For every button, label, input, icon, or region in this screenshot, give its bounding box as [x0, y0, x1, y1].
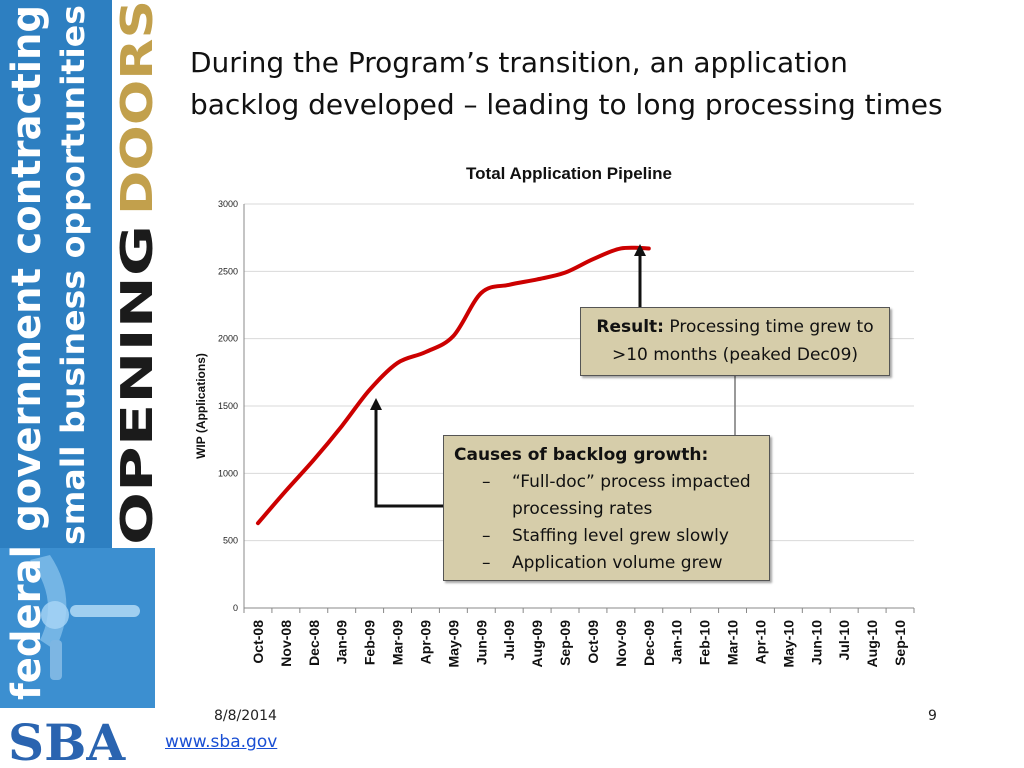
result-text: Processing time grew to >10 months (peak… — [611, 317, 874, 365]
x-tick-label: Jan-10 — [669, 620, 685, 665]
title-line-1: During the Program’s transition, an appl… — [190, 46, 848, 79]
x-tick-label: Jan-09 — [334, 620, 350, 665]
title-line-2: backlog developed – leading to long proc… — [190, 88, 943, 121]
chart-title: Total Application Pipeline — [466, 164, 672, 183]
x-tick-label: Feb-09 — [362, 620, 378, 665]
x-tick-label: Feb-10 — [697, 620, 713, 665]
y-tick-label: 0 — [233, 603, 238, 613]
sba-logo: SBA — [8, 713, 126, 768]
pipeline-chart: Total Application Pipeline 0 500 1000 1500 20… — [194, 164, 915, 668]
causes-callout: Causes of backlog growth: “Full-doc” pro… — [443, 435, 770, 581]
branding-graphic: SBA federal government contracting small… — [0, 0, 155, 768]
x-tick-label: May-09 — [445, 620, 461, 668]
y-tick-label: 2000 — [218, 334, 238, 344]
slide-title: During the Program’s transition, an appl… — [190, 42, 990, 126]
x-tick-label: Nov-08 — [278, 620, 294, 667]
result-callout: Result: Processing time grew to >10 mont… — [580, 307, 890, 376]
x-tick-label: Jun-10 — [808, 620, 824, 665]
cause-item: “Full-doc” process impacted processing r… — [482, 469, 769, 523]
y-tick-label: 500 — [223, 536, 238, 546]
x-tick-label: Jun-09 — [473, 620, 489, 665]
cause-item: Application volume grew — [482, 550, 769, 577]
tagline-small-business: small business opportunities — [54, 5, 92, 545]
x-tick-label: Aug-10 — [864, 620, 880, 668]
x-tick-label: Jul-09 — [501, 620, 517, 661]
x-tick-label: Jul-10 — [836, 620, 852, 661]
y-tick-label: 1000 — [218, 468, 238, 478]
opening-word: OPENING — [112, 225, 155, 545]
x-tick-label: Apr-09 — [417, 620, 433, 665]
branding-band: SBA federal government contracting small… — [0, 0, 155, 768]
door-handle-image — [0, 548, 155, 708]
page-number: 9 — [928, 708, 937, 724]
causes-list: “Full-doc” process impacted processing r… — [444, 469, 769, 577]
sba-website-link[interactable]: www.sba.gov — [165, 732, 278, 752]
x-tick-label: Nov-09 — [613, 620, 629, 667]
tagline-federal: federal government contracting — [4, 5, 50, 700]
y-tick-label: 3000 — [218, 199, 238, 209]
y-tick-label: 1500 — [218, 401, 238, 411]
x-tick-label: Oct-09 — [585, 620, 601, 664]
x-tick-label: Sep-10 — [892, 620, 908, 666]
x-tick-label: Dec-09 — [641, 620, 657, 666]
x-tick-label: Mar-10 — [725, 620, 741, 665]
x-tick-label: May-10 — [780, 620, 796, 668]
x-tick-label: Dec-08 — [306, 620, 322, 666]
result-label: Result: — [596, 317, 664, 337]
x-tick-label: Apr-10 — [752, 620, 768, 665]
footer-date: 8/8/2014 — [214, 708, 277, 724]
x-tick-label: Aug-09 — [529, 620, 545, 668]
x-tick-label: Oct-08 — [250, 620, 266, 664]
y-axis-label: WIP (Applications) — [194, 353, 208, 459]
x-tick-label: Sep-09 — [557, 620, 573, 666]
causes-heading: Causes of backlog growth: — [454, 445, 709, 465]
x-tick-label: Mar-09 — [390, 620, 406, 665]
causes-arrow — [370, 398, 443, 508]
doors-word: DOORS — [112, 0, 155, 215]
cause-item: Staffing level grew slowly — [482, 523, 769, 550]
y-tick-label: 2500 — [218, 266, 238, 276]
